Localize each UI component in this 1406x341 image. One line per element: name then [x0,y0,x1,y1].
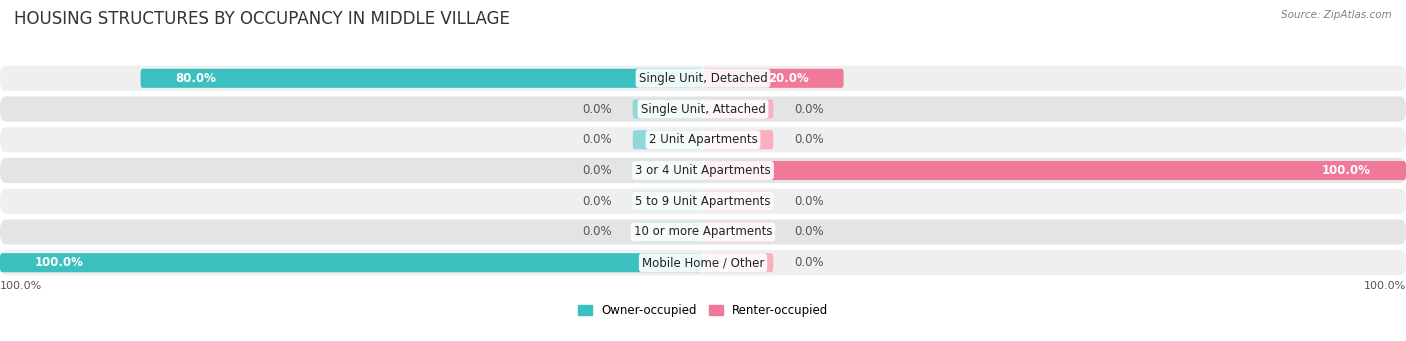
Text: Single Unit, Detached: Single Unit, Detached [638,72,768,85]
Text: 0.0%: 0.0% [794,256,824,269]
FancyBboxPatch shape [0,219,1406,244]
Text: 3 or 4 Unit Apartments: 3 or 4 Unit Apartments [636,164,770,177]
Text: 0.0%: 0.0% [794,103,824,116]
FancyBboxPatch shape [0,253,703,272]
Text: 20.0%: 20.0% [768,72,808,85]
FancyBboxPatch shape [0,97,1406,122]
FancyBboxPatch shape [633,192,703,211]
Text: 0.0%: 0.0% [582,225,612,238]
FancyBboxPatch shape [633,222,703,241]
Text: 100.0%: 100.0% [1364,281,1406,291]
FancyBboxPatch shape [703,222,773,241]
Text: 0.0%: 0.0% [794,195,824,208]
Legend: Owner-occupied, Renter-occupied: Owner-occupied, Renter-occupied [572,299,834,322]
Text: 10 or more Apartments: 10 or more Apartments [634,225,772,238]
Text: Source: ZipAtlas.com: Source: ZipAtlas.com [1281,10,1392,20]
Text: 100.0%: 100.0% [35,256,84,269]
Text: HOUSING STRUCTURES BY OCCUPANCY IN MIDDLE VILLAGE: HOUSING STRUCTURES BY OCCUPANCY IN MIDDL… [14,10,510,28]
FancyBboxPatch shape [633,100,703,119]
Text: 2 Unit Apartments: 2 Unit Apartments [648,133,758,146]
Text: 100.0%: 100.0% [1322,164,1371,177]
FancyBboxPatch shape [703,161,1406,180]
Text: 0.0%: 0.0% [794,225,824,238]
Text: 5 to 9 Unit Apartments: 5 to 9 Unit Apartments [636,195,770,208]
Text: 0.0%: 0.0% [582,133,612,146]
Text: 0.0%: 0.0% [794,133,824,146]
FancyBboxPatch shape [633,130,703,149]
FancyBboxPatch shape [703,100,773,119]
FancyBboxPatch shape [141,69,703,88]
Text: 80.0%: 80.0% [176,72,217,85]
FancyBboxPatch shape [703,69,844,88]
Text: 0.0%: 0.0% [582,195,612,208]
FancyBboxPatch shape [703,130,773,149]
FancyBboxPatch shape [633,161,703,180]
FancyBboxPatch shape [0,127,1406,152]
FancyBboxPatch shape [703,253,773,272]
Text: 0.0%: 0.0% [582,164,612,177]
FancyBboxPatch shape [0,158,1406,183]
FancyBboxPatch shape [0,189,1406,214]
Text: Single Unit, Attached: Single Unit, Attached [641,103,765,116]
Text: Mobile Home / Other: Mobile Home / Other [641,256,765,269]
FancyBboxPatch shape [703,192,773,211]
Text: 0.0%: 0.0% [582,103,612,116]
Text: 100.0%: 100.0% [0,281,42,291]
FancyBboxPatch shape [0,250,1406,275]
FancyBboxPatch shape [0,66,1406,91]
